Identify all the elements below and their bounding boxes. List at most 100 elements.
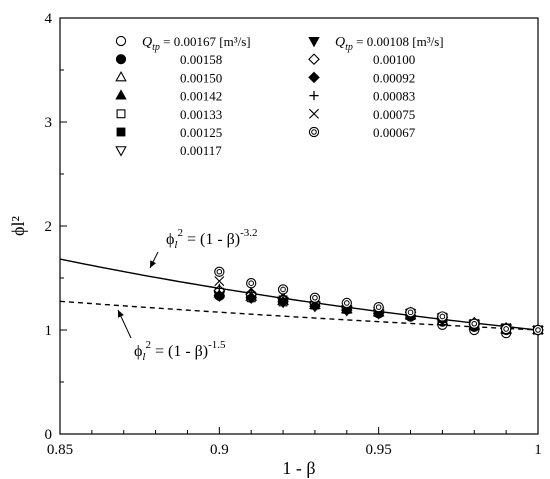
legend-marker bbox=[309, 91, 319, 101]
legend-label: 0.00117 bbox=[180, 143, 222, 158]
ring-inner bbox=[439, 313, 446, 320]
text-part: -1.5 bbox=[208, 339, 226, 351]
data-point bbox=[373, 301, 384, 313]
text-part: = (1 - β) bbox=[183, 231, 240, 248]
y-tick-label: 1 bbox=[45, 323, 53, 339]
ring bbox=[309, 292, 321, 303]
ring bbox=[246, 278, 257, 289]
legend-marker bbox=[116, 109, 126, 119]
plot-frame bbox=[59, 17, 539, 435]
legend-label: 0.00125 bbox=[180, 125, 222, 140]
arrow-head bbox=[150, 260, 156, 268]
ring bbox=[437, 311, 448, 322]
text-part: 0.00108 bbox=[367, 34, 409, 49]
ring bbox=[373, 301, 384, 313]
text-part: = bbox=[160, 34, 174, 49]
axis-ticks: 0.85 0.9 0.95 1 0 1 2 3 4 bbox=[45, 11, 542, 458]
legend-label: 0.00092 bbox=[373, 70, 415, 85]
ring-inner bbox=[216, 268, 223, 275]
ring-inner bbox=[375, 304, 382, 310]
ring-inner bbox=[248, 280, 254, 287]
fit-curve-dashed bbox=[59, 300, 539, 331]
legend-marker bbox=[308, 37, 320, 48]
legend-marker bbox=[115, 89, 127, 100]
legend-label: 0.00100 bbox=[373, 52, 415, 67]
ring-inner bbox=[407, 309, 414, 316]
ring bbox=[308, 126, 320, 138]
y-axis-title: ϕl² bbox=[8, 216, 28, 236]
text-part: 2 bbox=[177, 227, 183, 239]
ring-inner bbox=[280, 286, 286, 293]
legend-marker bbox=[308, 71, 320, 84]
legend-marker bbox=[308, 126, 320, 138]
ring bbox=[341, 297, 352, 309]
text-part: 0.00167 bbox=[174, 34, 217, 49]
ring-inner bbox=[503, 326, 509, 332]
data-point bbox=[405, 307, 416, 318]
legend-label: 0.00067 bbox=[373, 125, 416, 140]
text-part: Q bbox=[335, 35, 345, 50]
axis-titles: 1 - β ϕl² bbox=[8, 216, 316, 478]
data-point bbox=[341, 297, 352, 309]
text-part: tp bbox=[345, 42, 353, 53]
x-stroke bbox=[309, 108, 319, 119]
fit-curves bbox=[59, 258, 539, 331]
data-point bbox=[214, 266, 225, 277]
legend-label: 0.00142 bbox=[180, 89, 222, 104]
data-point bbox=[246, 278, 257, 289]
text-part: [m³/s] bbox=[216, 34, 251, 49]
data-point bbox=[246, 287, 256, 298]
data-point bbox=[277, 284, 289, 295]
legend-label: Qtp = 0.00167 [m³/s] bbox=[142, 34, 251, 53]
text-part: ϕ bbox=[134, 343, 142, 360]
data-points bbox=[213, 266, 544, 339]
legend-label: 0.00083 bbox=[373, 89, 415, 104]
curve-label: ϕl2 = (1 - β)-1.5 bbox=[134, 339, 226, 363]
text-part: tp bbox=[152, 42, 160, 53]
x-tick-label: 0.9 bbox=[210, 442, 229, 458]
text-part: Q bbox=[142, 35, 152, 50]
data-point bbox=[214, 276, 225, 287]
ring-inner bbox=[312, 294, 318, 301]
ring bbox=[532, 324, 544, 336]
ring bbox=[214, 266, 225, 277]
x-tick-label: 1 bbox=[534, 442, 542, 458]
legend-marker bbox=[115, 54, 127, 65]
text-part: l bbox=[174, 239, 177, 251]
data-point bbox=[309, 292, 321, 303]
legend-label: 0.00075 bbox=[373, 107, 415, 122]
y-tick-label: 0 bbox=[45, 427, 53, 443]
arrow-head bbox=[118, 310, 124, 318]
data-point bbox=[278, 294, 288, 304]
ring bbox=[500, 323, 512, 335]
ring-inner bbox=[471, 320, 478, 327]
text-part: ϕ bbox=[166, 231, 174, 248]
x-tick-label: 0.85 bbox=[47, 442, 73, 458]
legend-marker bbox=[116, 127, 126, 137]
ring bbox=[405, 307, 416, 318]
legend-label: 0.00158 bbox=[180, 52, 222, 67]
legend-marker bbox=[115, 146, 127, 157]
data-point bbox=[245, 291, 257, 304]
ring-inner bbox=[311, 129, 317, 135]
x-tick-label: 0.95 bbox=[366, 442, 392, 458]
legend: Qtp = 0.00167 [m³/s]0.001580.001500.0014… bbox=[115, 34, 444, 158]
legend-label: 0.00133 bbox=[180, 107, 222, 122]
data-point bbox=[214, 283, 224, 293]
data-point bbox=[500, 323, 512, 335]
text-part: -3.2 bbox=[240, 227, 257, 239]
legend-label: Qtp = 0.00108 [m³/s] bbox=[335, 34, 444, 53]
x-stroke bbox=[214, 276, 225, 287]
legend-label: 0.00150 bbox=[180, 70, 222, 85]
y-tick-label: 2 bbox=[45, 219, 53, 235]
text-part: l bbox=[142, 351, 145, 363]
data-point bbox=[532, 324, 544, 336]
text-part: 2 bbox=[145, 339, 151, 351]
arrow-to-dashed-curve bbox=[117, 309, 132, 339]
data-point bbox=[213, 289, 226, 302]
fit-curve-solid bbox=[59, 258, 539, 331]
ring bbox=[277, 284, 289, 295]
x-axis-title: 1 - β bbox=[282, 458, 315, 478]
